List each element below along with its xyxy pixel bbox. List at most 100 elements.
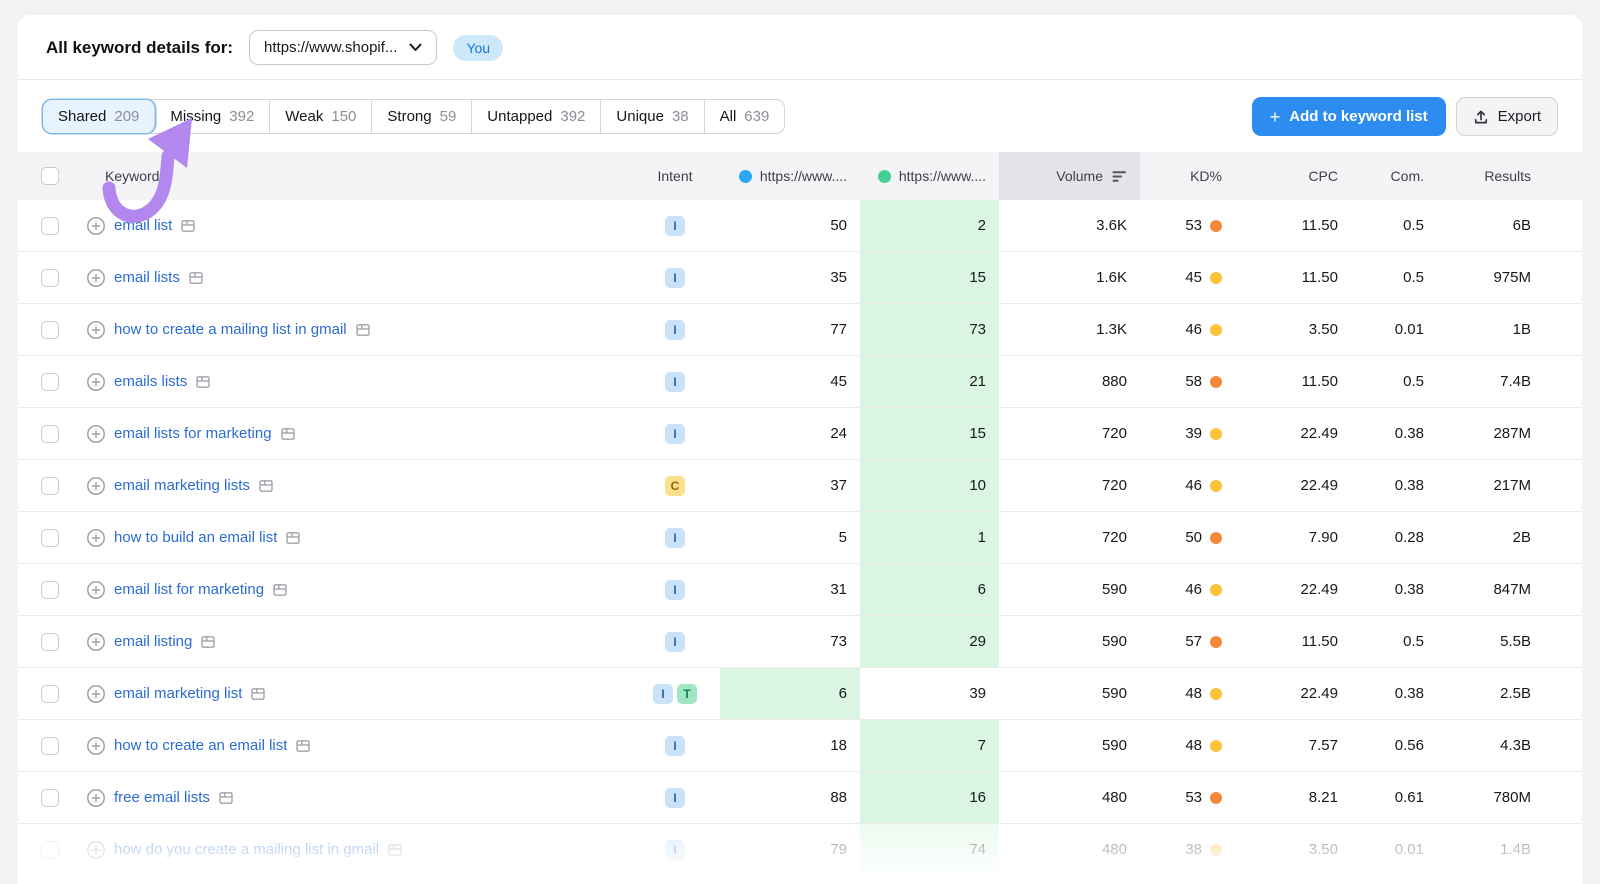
keyword-link[interactable]: how to build an email list — [114, 529, 278, 546]
column-header-kd[interactable]: KD% — [1190, 168, 1222, 184]
row-checkbox[interactable] — [41, 424, 59, 443]
tab-shared[interactable]: Shared 209 — [43, 100, 156, 133]
add-keyword-plus-icon[interactable] — [86, 372, 106, 392]
row-checkbox[interactable] — [41, 736, 59, 755]
add-keyword-plus-icon[interactable] — [86, 580, 106, 600]
serp-features-icon[interactable] — [180, 218, 196, 234]
export-button[interactable]: Export — [1455, 97, 1558, 136]
keyword-cell: how do you create a mailing list in gmai… — [82, 824, 630, 875]
column-header-volume[interactable]: Volume — [999, 152, 1140, 200]
serp-features-icon[interactable] — [218, 790, 234, 806]
kd-difficulty-dot-icon — [1210, 531, 1222, 544]
tab-missing[interactable]: Missing 392 — [155, 100, 271, 133]
serp-features-icon[interactable] — [188, 270, 204, 286]
table-row: email list for marketing I 31 6 590 46 2… — [18, 564, 1582, 616]
row-checkbox[interactable] — [41, 632, 59, 651]
table-row: email marketing lists C 37 10 720 46 22.… — [18, 460, 1582, 512]
row-checkbox[interactable] — [41, 528, 59, 547]
add-to-keyword-list-button[interactable]: + Add to keyword list — [1251, 97, 1446, 136]
cpc-cell: 22.49 — [1300, 425, 1338, 442]
serp-features-icon[interactable] — [280, 426, 296, 442]
column-header-com[interactable]: Com. — [1390, 168, 1424, 184]
column-header-intent[interactable]: Intent — [657, 168, 693, 184]
select-all-checkbox[interactable] — [41, 167, 59, 185]
com-cell: 0.5 — [1403, 269, 1424, 286]
serp-features-icon[interactable] — [250, 686, 266, 702]
intent-badges: I — [630, 772, 720, 823]
row-checkbox[interactable] — [41, 580, 59, 599]
row-checkbox[interactable] — [41, 216, 59, 235]
volume-cell: 3.6K — [1096, 217, 1127, 234]
keyword-link[interactable]: emails lists — [114, 373, 188, 390]
intent-badge-i: I — [665, 579, 685, 600]
keyword-link[interactable]: email list — [114, 217, 173, 234]
results-cell: 2.5B — [1500, 685, 1531, 702]
domain-dropdown[interactable]: https://www.shopif... — [249, 30, 438, 65]
serp-features-icon[interactable] — [355, 322, 371, 338]
kd-cell: 58 — [1140, 356, 1235, 407]
tab-weak[interactable]: Weak 150 — [270, 100, 373, 133]
com-cell: 0.5 — [1403, 633, 1424, 650]
add-keyword-plus-icon[interactable] — [86, 736, 106, 756]
kd-cell: 46 — [1140, 304, 1235, 355]
keyword-link[interactable]: how to create an email list — [114, 737, 288, 754]
keyword-link[interactable]: email marketing list — [114, 685, 243, 702]
serp-features-icon[interactable] — [195, 374, 211, 390]
row-checkbox[interactable] — [41, 788, 59, 807]
column-header-competitor-domain[interactable]: https://www.... — [860, 152, 999, 200]
tab-untapped[interactable]: Untapped 392 — [472, 100, 602, 133]
add-keyword-plus-icon[interactable] — [86, 684, 106, 704]
serp-features-icon[interactable] — [285, 530, 301, 546]
intent-badges: I — [630, 824, 720, 875]
you-position-cell: 45 — [830, 373, 847, 390]
serp-features-icon[interactable] — [295, 738, 311, 754]
column-header-keyword[interactable]: Keyword — [105, 168, 160, 184]
keyword-link[interactable]: how do you create a mailing list in gmai… — [114, 841, 380, 858]
add-keyword-plus-icon[interactable] — [86, 528, 106, 548]
add-keyword-plus-icon[interactable] — [86, 632, 106, 652]
keyword-link[interactable]: email list for marketing — [114, 581, 265, 598]
kd-cell: 46 — [1140, 460, 1235, 511]
keyword-link[interactable]: free email lists — [114, 789, 210, 806]
intent-badge-i: I — [665, 215, 685, 236]
tab-strong[interactable]: Strong 59 — [372, 100, 473, 133]
add-keyword-plus-icon[interactable] — [86, 788, 106, 808]
serp-features-icon[interactable] — [200, 634, 216, 650]
row-checkbox[interactable] — [41, 684, 59, 703]
competitor-position-cell: 10 — [860, 460, 999, 511]
add-keyword-plus-icon[interactable] — [86, 320, 106, 340]
cpc-cell: 7.57 — [1308, 737, 1338, 754]
row-checkbox[interactable] — [41, 840, 59, 859]
keyword-link[interactable]: email listing — [114, 633, 193, 650]
com-cell: 0.56 — [1394, 737, 1424, 754]
add-keyword-plus-icon[interactable] — [86, 216, 106, 236]
cpc-cell: 3.50 — [1308, 321, 1338, 338]
row-checkbox[interactable] — [41, 476, 59, 495]
export-icon — [1473, 109, 1489, 125]
row-checkbox[interactable] — [41, 372, 59, 391]
row-checkbox[interactable] — [41, 320, 59, 339]
add-keyword-plus-icon[interactable] — [86, 840, 106, 860]
row-checkbox[interactable] — [41, 268, 59, 287]
add-keyword-plus-icon[interactable] — [86, 424, 106, 444]
keyword-cell: email listing — [82, 616, 630, 667]
results-cell: 7.4B — [1500, 373, 1531, 390]
column-header-you-domain[interactable]: https://www.... — [720, 152, 860, 200]
serp-features-icon[interactable] — [387, 842, 403, 858]
keyword-link[interactable]: email marketing lists — [114, 477, 250, 494]
kd-difficulty-dot-icon — [1210, 635, 1222, 648]
add-keyword-plus-icon[interactable] — [86, 268, 106, 288]
tab-all[interactable]: All 639 — [704, 100, 785, 133]
competitor-position-cell: 2 — [860, 200, 999, 251]
results-cell: 287M — [1493, 425, 1531, 442]
column-header-cpc[interactable]: CPC — [1308, 168, 1338, 184]
keyword-link[interactable]: email lists for marketing — [114, 425, 272, 442]
volume-cell: 880 — [1101, 373, 1127, 390]
keyword-link[interactable]: how to create a mailing list in gmail — [114, 321, 347, 338]
keyword-link[interactable]: email lists — [114, 269, 180, 286]
serp-features-icon[interactable] — [258, 478, 274, 494]
tab-unique[interactable]: Unique 38 — [601, 100, 705, 133]
column-header-results[interactable]: Results — [1484, 168, 1531, 184]
add-keyword-plus-icon[interactable] — [86, 476, 106, 496]
serp-features-icon[interactable] — [272, 582, 288, 598]
